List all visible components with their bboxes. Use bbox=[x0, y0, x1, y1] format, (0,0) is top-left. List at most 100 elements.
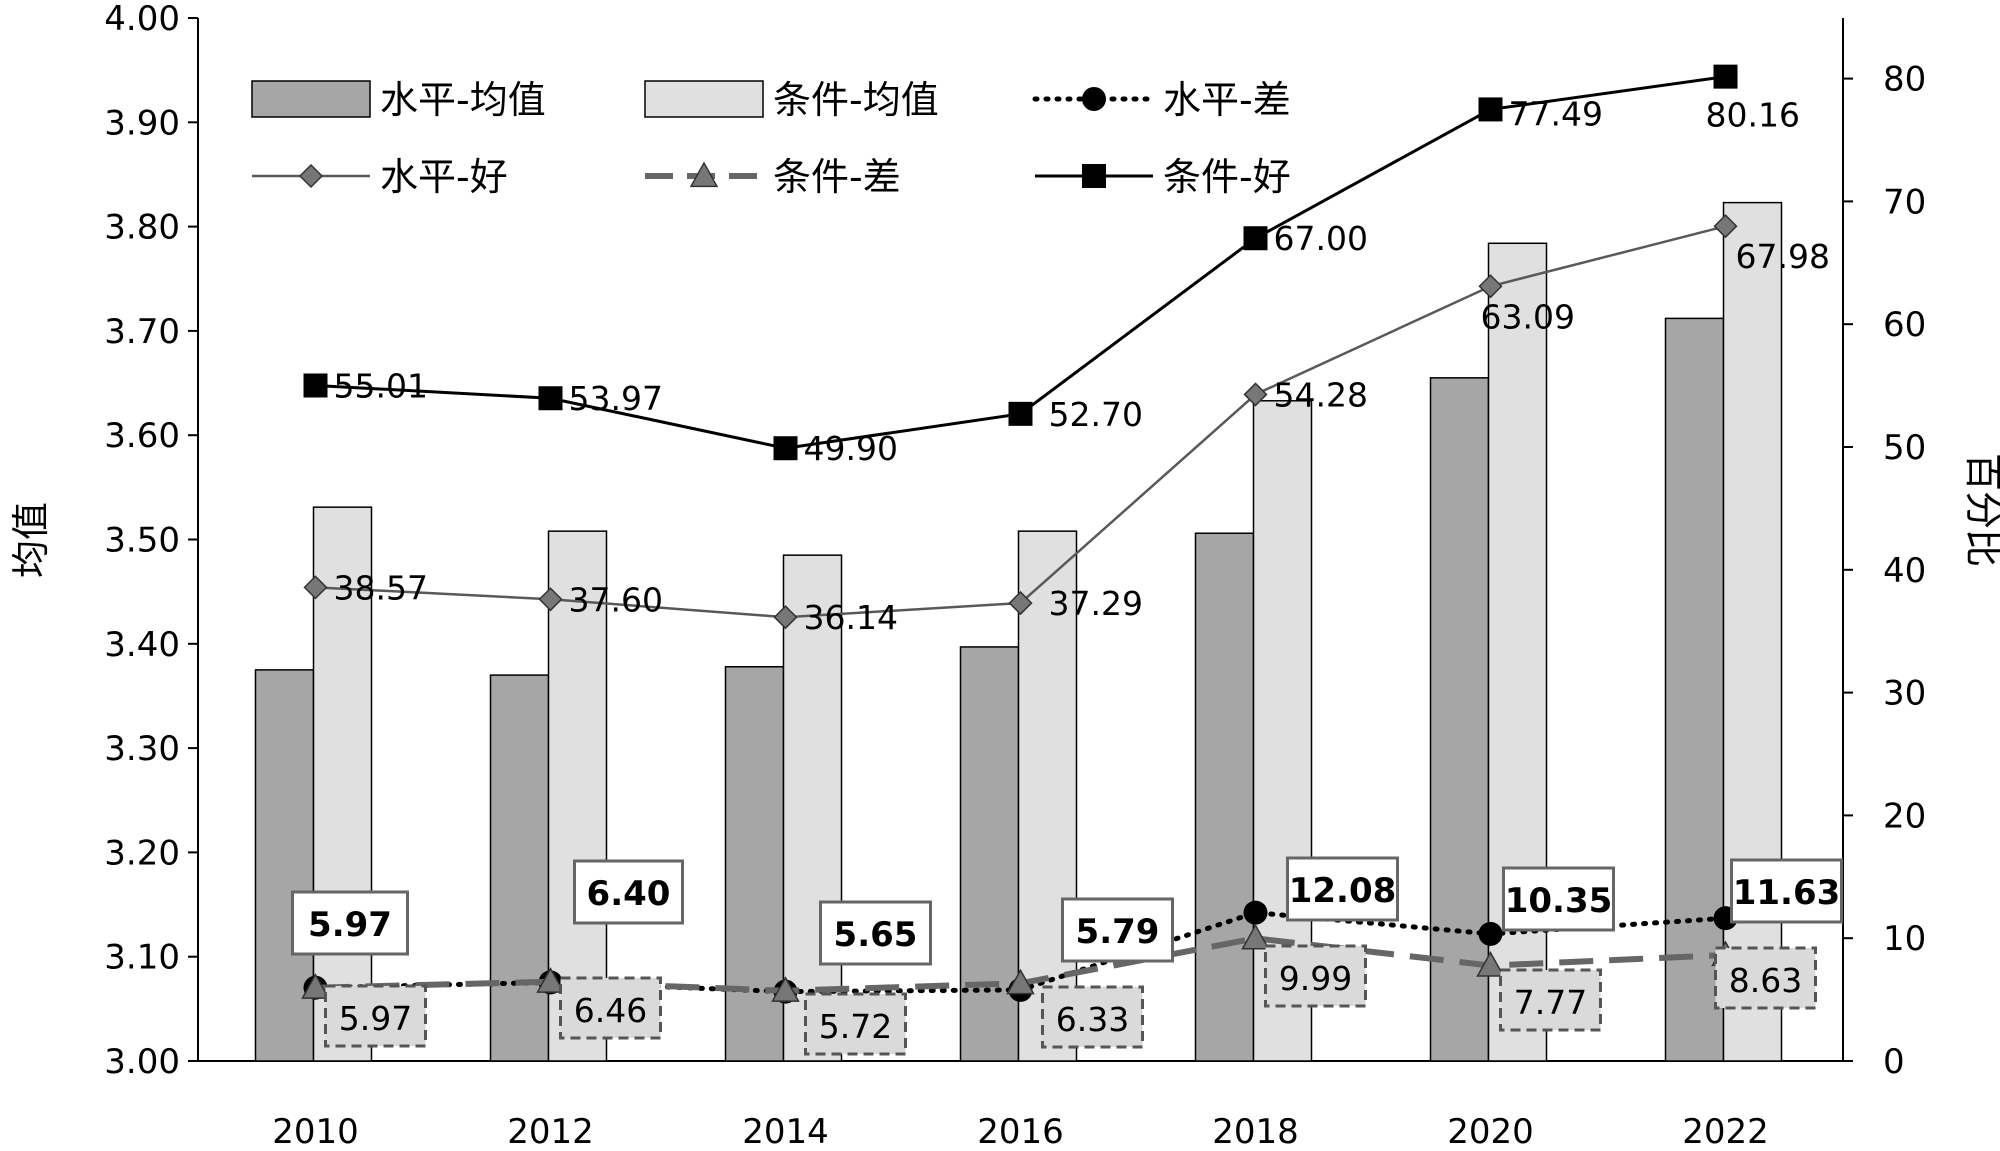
label-box-condition-poor-2010 bbox=[324, 984, 427, 1048]
bar-condition-mean-2022 bbox=[1722, 201, 1783, 1062]
label-box-condition-poor-2012 bbox=[559, 976, 662, 1040]
label-box-level-poor-2014 bbox=[819, 900, 932, 966]
legend-marker bbox=[298, 163, 324, 189]
marker-condition-good-2020 bbox=[1478, 97, 1503, 122]
bar-level-mean-2010 bbox=[254, 669, 315, 1062]
bar-level-mean-2012 bbox=[489, 674, 550, 1062]
x-tick-label: 2010 bbox=[272, 1112, 359, 1151]
data-label-condition-poor-2010: 5.97 bbox=[339, 999, 412, 1038]
data-label-level-poor-2010: 5.97 bbox=[308, 905, 392, 945]
marker-level-good-2022 bbox=[1713, 214, 1738, 239]
legend: 水平-均值 条件-均值 水平-差水平-好 条件-差 条件-好 bbox=[251, 78, 1291, 199]
right-tick-label: 10 bbox=[1883, 919, 1926, 959]
bar-level-mean-2018 bbox=[1194, 532, 1255, 1062]
legend-item-5: 条件-好 bbox=[1035, 155, 1291, 199]
legend-marker bbox=[689, 161, 719, 188]
label-box-level-poor-2012 bbox=[573, 859, 684, 925]
legend-marker bbox=[1082, 87, 1106, 111]
label-box-condition-poor-2022 bbox=[1714, 946, 1817, 1010]
marker-condition-good-2010 bbox=[303, 373, 328, 398]
data-label-condition-good-2010: 55.01 bbox=[334, 366, 428, 405]
marker-level-good-2020 bbox=[1478, 274, 1503, 299]
bar-level-mean-2014 bbox=[724, 665, 785, 1062]
data-label-condition-poor-2020: 7.77 bbox=[1514, 983, 1587, 1022]
data-label-level-poor-2018: 12.08 bbox=[1289, 871, 1397, 911]
left-tick-label: 3.00 bbox=[104, 1042, 180, 1082]
data-label-level-good-2012: 37.60 bbox=[569, 580, 663, 619]
label-box-level-poor-2018 bbox=[1286, 856, 1399, 922]
legend-item-4: 条件-差 bbox=[645, 155, 901, 199]
left-tick-label: 3.60 bbox=[104, 416, 180, 456]
data-label-level-good-2016: 37.29 bbox=[1049, 584, 1143, 623]
right-tick-label: 20 bbox=[1883, 796, 1926, 836]
right-tick-label: 40 bbox=[1883, 551, 1926, 591]
data-label-level-poor-2020: 10.35 bbox=[1505, 881, 1613, 921]
marker-condition-good-2016 bbox=[1008, 401, 1033, 426]
legend-item-1: 条件-均值 bbox=[644, 78, 939, 122]
marker-level-good-2010 bbox=[303, 575, 328, 600]
right-tick-label: 70 bbox=[1883, 182, 1926, 222]
marker-condition-good-2022 bbox=[1713, 64, 1738, 89]
legend-label: 水平-好 bbox=[380, 155, 508, 199]
x-tick-label: 2014 bbox=[742, 1112, 829, 1151]
marker-level-good-2016 bbox=[1008, 591, 1033, 616]
left-tick-label: 3.70 bbox=[104, 312, 180, 352]
label-box-level-poor-2010 bbox=[291, 890, 409, 956]
marker-condition-good-2014 bbox=[773, 436, 798, 461]
data-label-condition-good-2020: 77.49 bbox=[1509, 94, 1603, 133]
marker-level-good-2014 bbox=[773, 605, 798, 630]
marker-condition-poor-2018 bbox=[1241, 923, 1270, 950]
left-tick-label: 3.40 bbox=[104, 625, 180, 665]
left-axis-title: 均值 bbox=[9, 502, 53, 578]
x-tick-label: 2018 bbox=[1212, 1112, 1299, 1151]
left-tick-label: 3.50 bbox=[104, 521, 180, 561]
bar-condition-mean-2012 bbox=[547, 530, 608, 1062]
label-box-condition-poor-2020 bbox=[1499, 968, 1602, 1032]
legend-label: 条件-差 bbox=[773, 155, 901, 199]
label-box-condition-poor-2016 bbox=[1041, 985, 1144, 1049]
left-tick-label: 3.20 bbox=[104, 833, 180, 873]
marker-condition-poor-2010 bbox=[301, 973, 330, 999]
legend-item-0: 水平-均值 bbox=[251, 78, 546, 122]
legend-swatch bbox=[251, 80, 371, 118]
label-box-level-poor-2016 bbox=[1061, 897, 1174, 963]
legend-label: 水平-均值 bbox=[380, 78, 546, 122]
data-label-level-poor-2014: 5.65 bbox=[834, 915, 918, 955]
data-label-condition-good-2012: 53.97 bbox=[569, 379, 663, 418]
marker-level-poor-2018 bbox=[1243, 900, 1268, 925]
legend-label: 水平-差 bbox=[1163, 78, 1291, 122]
right-tick-label: 30 bbox=[1883, 674, 1926, 714]
bar-condition-mean-2010 bbox=[312, 506, 373, 1062]
data-label-level-poor-2022: 11.63 bbox=[1733, 873, 1841, 913]
label-box-condition-poor-2014 bbox=[804, 992, 907, 1056]
axes: 3.00 3.10 3.20 3.30 3.40 3.50 3.60 3.70 3.80 3.90… bbox=[9, 0, 2000, 1151]
data-label-condition-poor-2018: 9.99 bbox=[1279, 959, 1352, 998]
right-tick-label: 0 bbox=[1883, 1042, 1905, 1082]
data-label-condition-good-2018: 67.00 bbox=[1274, 219, 1368, 258]
marker-level-good-2012 bbox=[538, 587, 563, 612]
data-label-level-poor-2016: 5.79 bbox=[1076, 912, 1160, 952]
legend-item-3: 水平-好 bbox=[252, 155, 508, 199]
bar-level-mean-2022 bbox=[1664, 317, 1725, 1062]
bar-level-mean-2016 bbox=[959, 646, 1020, 1062]
legend-label: 条件-好 bbox=[1163, 155, 1291, 199]
left-tick-label: 3.10 bbox=[104, 938, 180, 978]
x-tick-label: 2016 bbox=[977, 1112, 1064, 1151]
data-label-level-poor-2012: 6.40 bbox=[587, 874, 671, 914]
label-box-level-poor-2020 bbox=[1502, 866, 1615, 932]
left-tick-label: 3.30 bbox=[104, 729, 180, 769]
marker-condition-poor-2016 bbox=[1006, 968, 1035, 995]
legend-item-2: 水平-差 bbox=[1032, 78, 1291, 122]
data-label-condition-poor-2014: 5.72 bbox=[819, 1007, 892, 1046]
data-label-condition-good-2022: 80.16 bbox=[1706, 96, 1800, 135]
marker-condition-good-2018 bbox=[1243, 226, 1268, 251]
legend-label: 条件-均值 bbox=[773, 78, 939, 122]
left-tick-label: 3.90 bbox=[104, 103, 180, 143]
x-tick-label: 2020 bbox=[1447, 1112, 1534, 1151]
right-tick-label: 80 bbox=[1883, 60, 1926, 100]
legend-swatch bbox=[644, 80, 764, 118]
marker-level-good-2018 bbox=[1243, 382, 1268, 407]
marker-condition-poor-2020 bbox=[1476, 951, 1505, 977]
marker-condition-good-2012 bbox=[538, 386, 563, 411]
data-label-condition-good-2014: 49.90 bbox=[804, 429, 898, 468]
